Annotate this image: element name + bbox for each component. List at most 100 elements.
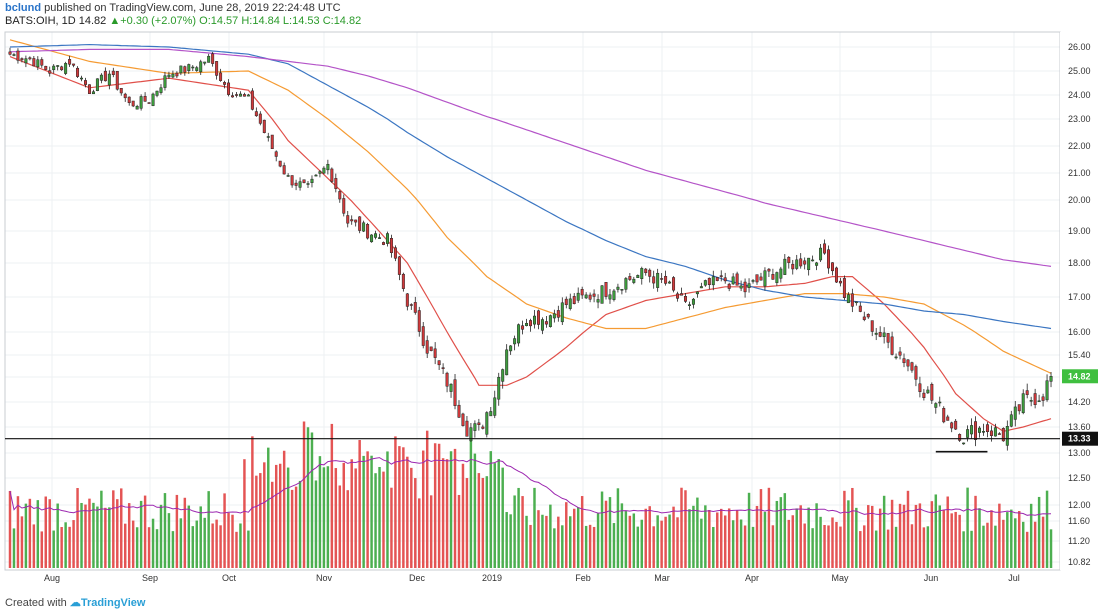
candle-body [763, 270, 767, 287]
candle-body [727, 283, 731, 289]
volume-bar [612, 523, 616, 568]
candle-body [286, 175, 290, 177]
candle-body [707, 277, 711, 286]
volume-bar [974, 495, 977, 568]
volume-bar [1045, 490, 1049, 568]
header-line-2: BATS:OIH, 1D 14.82 ▲+0.30 (+2.07%) O:14.… [5, 15, 361, 27]
time-tick-label: Feb [575, 573, 591, 583]
volume-bar [489, 451, 493, 568]
time-tick-label: Apr [745, 573, 759, 583]
candle-body [584, 294, 588, 299]
volume-bar [1014, 518, 1017, 568]
candle-body [668, 281, 672, 284]
candle-body [1013, 406, 1017, 420]
candle-body [874, 332, 878, 335]
volume-bar [390, 487, 393, 568]
moving-average-sma_red [9, 56, 1052, 432]
volume-bar [64, 522, 67, 568]
volume-bar [763, 512, 767, 568]
candle-body [624, 278, 628, 290]
volume-bar [497, 459, 500, 568]
volume-bar [688, 509, 691, 568]
volume-bar [239, 523, 242, 568]
volume-bar [123, 523, 127, 568]
volume-bar [743, 525, 747, 568]
price-tick-label: 15.40 [1068, 350, 1091, 360]
volume-bar [958, 514, 961, 568]
candle-body [385, 233, 389, 244]
volume-bar [76, 488, 79, 568]
candle-body [592, 293, 596, 297]
time-axis[interactable]: Aug Sep Oct Nov Dec 2019 Feb Mar Apr May Jun Jul [5, 569, 1060, 583]
candle-body [870, 320, 874, 332]
candle-body [723, 277, 727, 282]
candle-body [1033, 393, 1037, 406]
volume-bar [533, 487, 536, 568]
candle-body [139, 96, 143, 109]
moving-average-sma_purple [9, 48, 1052, 267]
volume-bar [982, 525, 985, 568]
candle-body [171, 73, 175, 78]
last-price-badge [1062, 369, 1098, 384]
volume-bar [425, 430, 429, 568]
time-tick-label: Mar [654, 573, 670, 583]
volume-bar [338, 485, 342, 568]
volume-bar [235, 531, 238, 568]
volume-bar [481, 477, 485, 568]
volume-bar [493, 463, 496, 568]
volume-bar [652, 526, 655, 568]
candle-body [465, 420, 469, 437]
author-name[interactable]: bclund [5, 2, 42, 14]
candle-body [552, 313, 556, 319]
volume-bars [8, 421, 1053, 568]
volume-bar [894, 526, 898, 568]
volume-bar [692, 505, 695, 568]
footer-credit: Created with ☁TradingView [5, 596, 145, 609]
volume-bar [350, 459, 353, 568]
volume-bar [187, 505, 191, 568]
candle-body [187, 64, 191, 72]
candle-body [644, 268, 648, 274]
candle-body [227, 82, 231, 95]
candle-body [842, 278, 846, 298]
volume-bar [632, 513, 636, 568]
volume-bar [298, 480, 302, 568]
volume-bar [92, 502, 95, 568]
price-tick-label: 10.82 [1068, 557, 1091, 567]
volume-bar [946, 496, 949, 568]
tradingview-brand[interactable]: TradingView [80, 597, 146, 609]
volume-bar [322, 467, 326, 568]
candle-body [981, 431, 985, 433]
last-price: 14.82 [78, 15, 107, 27]
candle-body [544, 321, 548, 325]
volume-bar [1029, 503, 1033, 568]
candle-body [604, 282, 608, 297]
moving-average-sma_blue [9, 43, 1052, 330]
candle-body [1037, 400, 1041, 403]
candle-body [159, 87, 163, 93]
candle-body [151, 93, 155, 106]
candle-body [906, 359, 910, 367]
candle-body [918, 383, 922, 392]
candle-body [107, 73, 111, 86]
volume-bar [1025, 531, 1029, 568]
candle-body [898, 351, 902, 356]
volume-bar [886, 529, 890, 568]
volume-bar [278, 463, 282, 568]
candle-body [787, 257, 791, 263]
volume-bar [465, 478, 469, 568]
candle-body [556, 310, 560, 318]
price-axis[interactable]: 26.00 25.00 24.00 23.00 22.00 21.00 20.00 19.00… [1060, 32, 1100, 570]
candle-body [366, 224, 370, 239]
candle-body [993, 427, 997, 437]
candle-body [457, 404, 461, 418]
volume-bar [867, 505, 870, 568]
candle-body [588, 294, 592, 300]
candle-body [334, 178, 338, 189]
candle-body [529, 320, 532, 327]
volume-bar [171, 531, 175, 568]
candle-body [44, 65, 48, 70]
candle-body [469, 427, 473, 442]
candle-body [950, 422, 954, 429]
